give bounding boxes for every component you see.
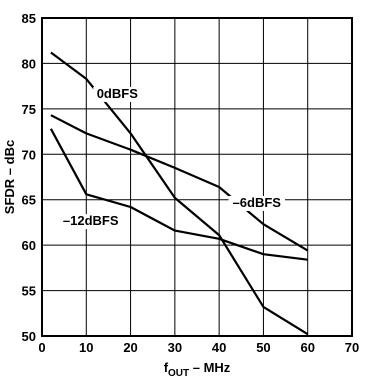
series-lines [49,51,309,336]
y-tick-label: 65 [22,193,36,208]
series-label-1: 0dBFS [97,86,139,101]
y-tick-label: 55 [22,284,36,299]
x-axis-title: fOUT – MHz [164,360,231,379]
series-labels: 0dBFS –6dBFS –12dBFS [58,86,285,230]
series-line-1 [50,51,309,336]
x-tick-label: 60 [300,340,314,355]
series-label-background [93,86,142,102]
tick-labels: 0 10 20 30 40 50 60 70 50 55 60 65 70 75 80 85 [22,11,360,355]
series-line-2 [50,114,309,252]
y-axis-title: SFDR – dBc [2,140,17,214]
series-label-background [228,195,285,211]
y-tick-label: 70 [22,147,36,162]
series-label-background [58,214,124,230]
series-label-2: –6dBFS [233,195,282,210]
series-label-3: –12dBFS [63,213,119,228]
x-axis-title-main: f [164,360,169,375]
grid-lines [42,18,352,336]
x-tick-label: 20 [123,340,137,355]
y-tick-label: 75 [22,102,36,117]
y-tick-label: 50 [22,329,36,344]
x-tick-label: 30 [168,340,182,355]
x-axis-title-subscript: OUT [168,368,189,379]
y-tick-label: 85 [22,11,36,26]
x-tick-label: 70 [345,340,359,355]
x-tick-label: 0 [38,340,45,355]
x-axis-title-rest: – MHz [189,360,231,375]
x-tick-label: 40 [212,340,226,355]
plot-frame [41,17,353,337]
y-tick-label: 80 [22,56,36,71]
y-tick-label: 60 [22,238,36,253]
x-tick-label: 50 [256,340,270,355]
x-tick-label: 10 [79,340,93,355]
series-line-3 [49,128,308,261]
